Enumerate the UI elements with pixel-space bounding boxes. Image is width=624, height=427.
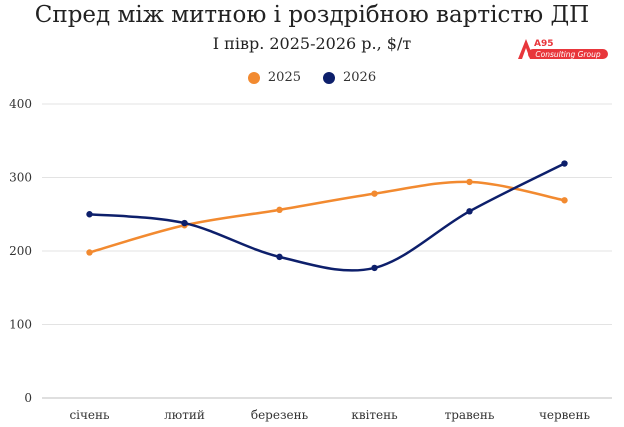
logo-mark-text: A95 (534, 39, 554, 49)
y-tick-label: 400 (9, 97, 32, 111)
x-tick-label: червень (539, 408, 591, 422)
data-point-2026 (276, 253, 283, 261)
series-line-2025 (89, 180, 565, 254)
legend-marker-2025 (247, 71, 260, 84)
legend-label-2025: 2025 (267, 70, 301, 85)
x-tick-label: січень (69, 408, 110, 422)
data-point-2026 (86, 211, 93, 218)
y-tick-label: 100 (9, 318, 32, 332)
legend-marker-2026 (323, 71, 335, 84)
y-tick-label: 0 (24, 391, 32, 405)
x-tick-label: лютий (164, 408, 205, 422)
x-tick-label: травень (445, 408, 495, 422)
logo-text: Consulting Group (535, 50, 600, 59)
chart-subtitle: І півр. 2025-2026 р., $/т (212, 34, 412, 53)
chart-title: Спред між митною і роздрібною вартістю Д… (34, 2, 590, 28)
data-point-2025 (466, 178, 473, 186)
data-point-2026 (561, 160, 568, 167)
legend-item-2026[interactable]: 2026 (323, 70, 376, 85)
data-point-2025 (86, 249, 93, 256)
data-point-2026 (466, 208, 473, 215)
y-tick-label: 300 (9, 171, 32, 185)
y-tick-label: 200 (9, 244, 32, 258)
series-line-2026 (89, 162, 566, 272)
company-logo: A95 Consulting Group (518, 39, 608, 59)
x-tick-label: квітень (351, 408, 398, 422)
data-point-2025 (371, 190, 378, 197)
data-point-2025 (276, 206, 283, 214)
legend-item-2025[interactable]: 2025 (247, 70, 301, 85)
data-point-2026 (181, 219, 188, 227)
data-point-2026 (371, 264, 378, 272)
legend-label-2026: 2026 (343, 70, 377, 85)
x-tick-label: березень (251, 408, 309, 422)
data-point-2025 (561, 197, 568, 204)
legend: 2025 2026 (0, 70, 624, 85)
